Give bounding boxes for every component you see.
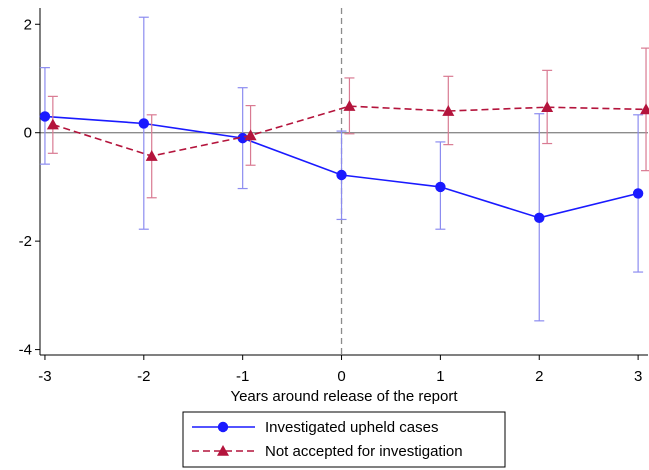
data-point: [343, 100, 356, 111]
data-point: [442, 105, 455, 116]
data-point: [237, 132, 248, 144]
axes: -4 -2 0 2 -3 -2 -1 0 1 2 3: [19, 8, 648, 385]
legend-label: Investigated upheld cases: [265, 419, 438, 436]
data-point: [632, 188, 644, 199]
x-tick-label: -1: [236, 368, 249, 385]
reference-lines: [40, 8, 648, 355]
x-tick-label: 1: [436, 368, 444, 385]
x-tick-label: -3: [38, 368, 51, 385]
y-tick-label: 2: [24, 16, 32, 33]
data-point: [534, 212, 545, 224]
data-point: [640, 103, 649, 115]
y-tick-label: 0: [24, 125, 32, 142]
data-point: [435, 181, 446, 193]
data-point: [217, 421, 229, 433]
data-point: [46, 118, 59, 130]
legend-box: [182, 411, 506, 468]
x-axis-title: Years around release of the report: [230, 388, 458, 405]
x-tick-label: 0: [337, 368, 345, 385]
data-point: [145, 150, 158, 161]
y-tick-label: -2: [19, 233, 32, 250]
series-layer: [39, 16, 649, 322]
series-0: [39, 16, 644, 322]
x-tick-label: 2: [535, 368, 543, 385]
legend-label: Not accepted for investigation: [265, 443, 463, 460]
series-1: [46, 47, 649, 199]
data-point: [244, 129, 257, 141]
legend: Investigated upheld cases Not accepted fo…: [182, 411, 506, 468]
data-point: [336, 169, 347, 181]
data-point: [541, 101, 554, 113]
data-point: [217, 445, 229, 456]
data-point: [138, 118, 150, 129]
x-tick-label: 3: [634, 368, 642, 385]
data-point: [39, 111, 51, 122]
x-tick-label: -2: [137, 368, 150, 385]
y-tick-label: -4: [19, 342, 32, 359]
